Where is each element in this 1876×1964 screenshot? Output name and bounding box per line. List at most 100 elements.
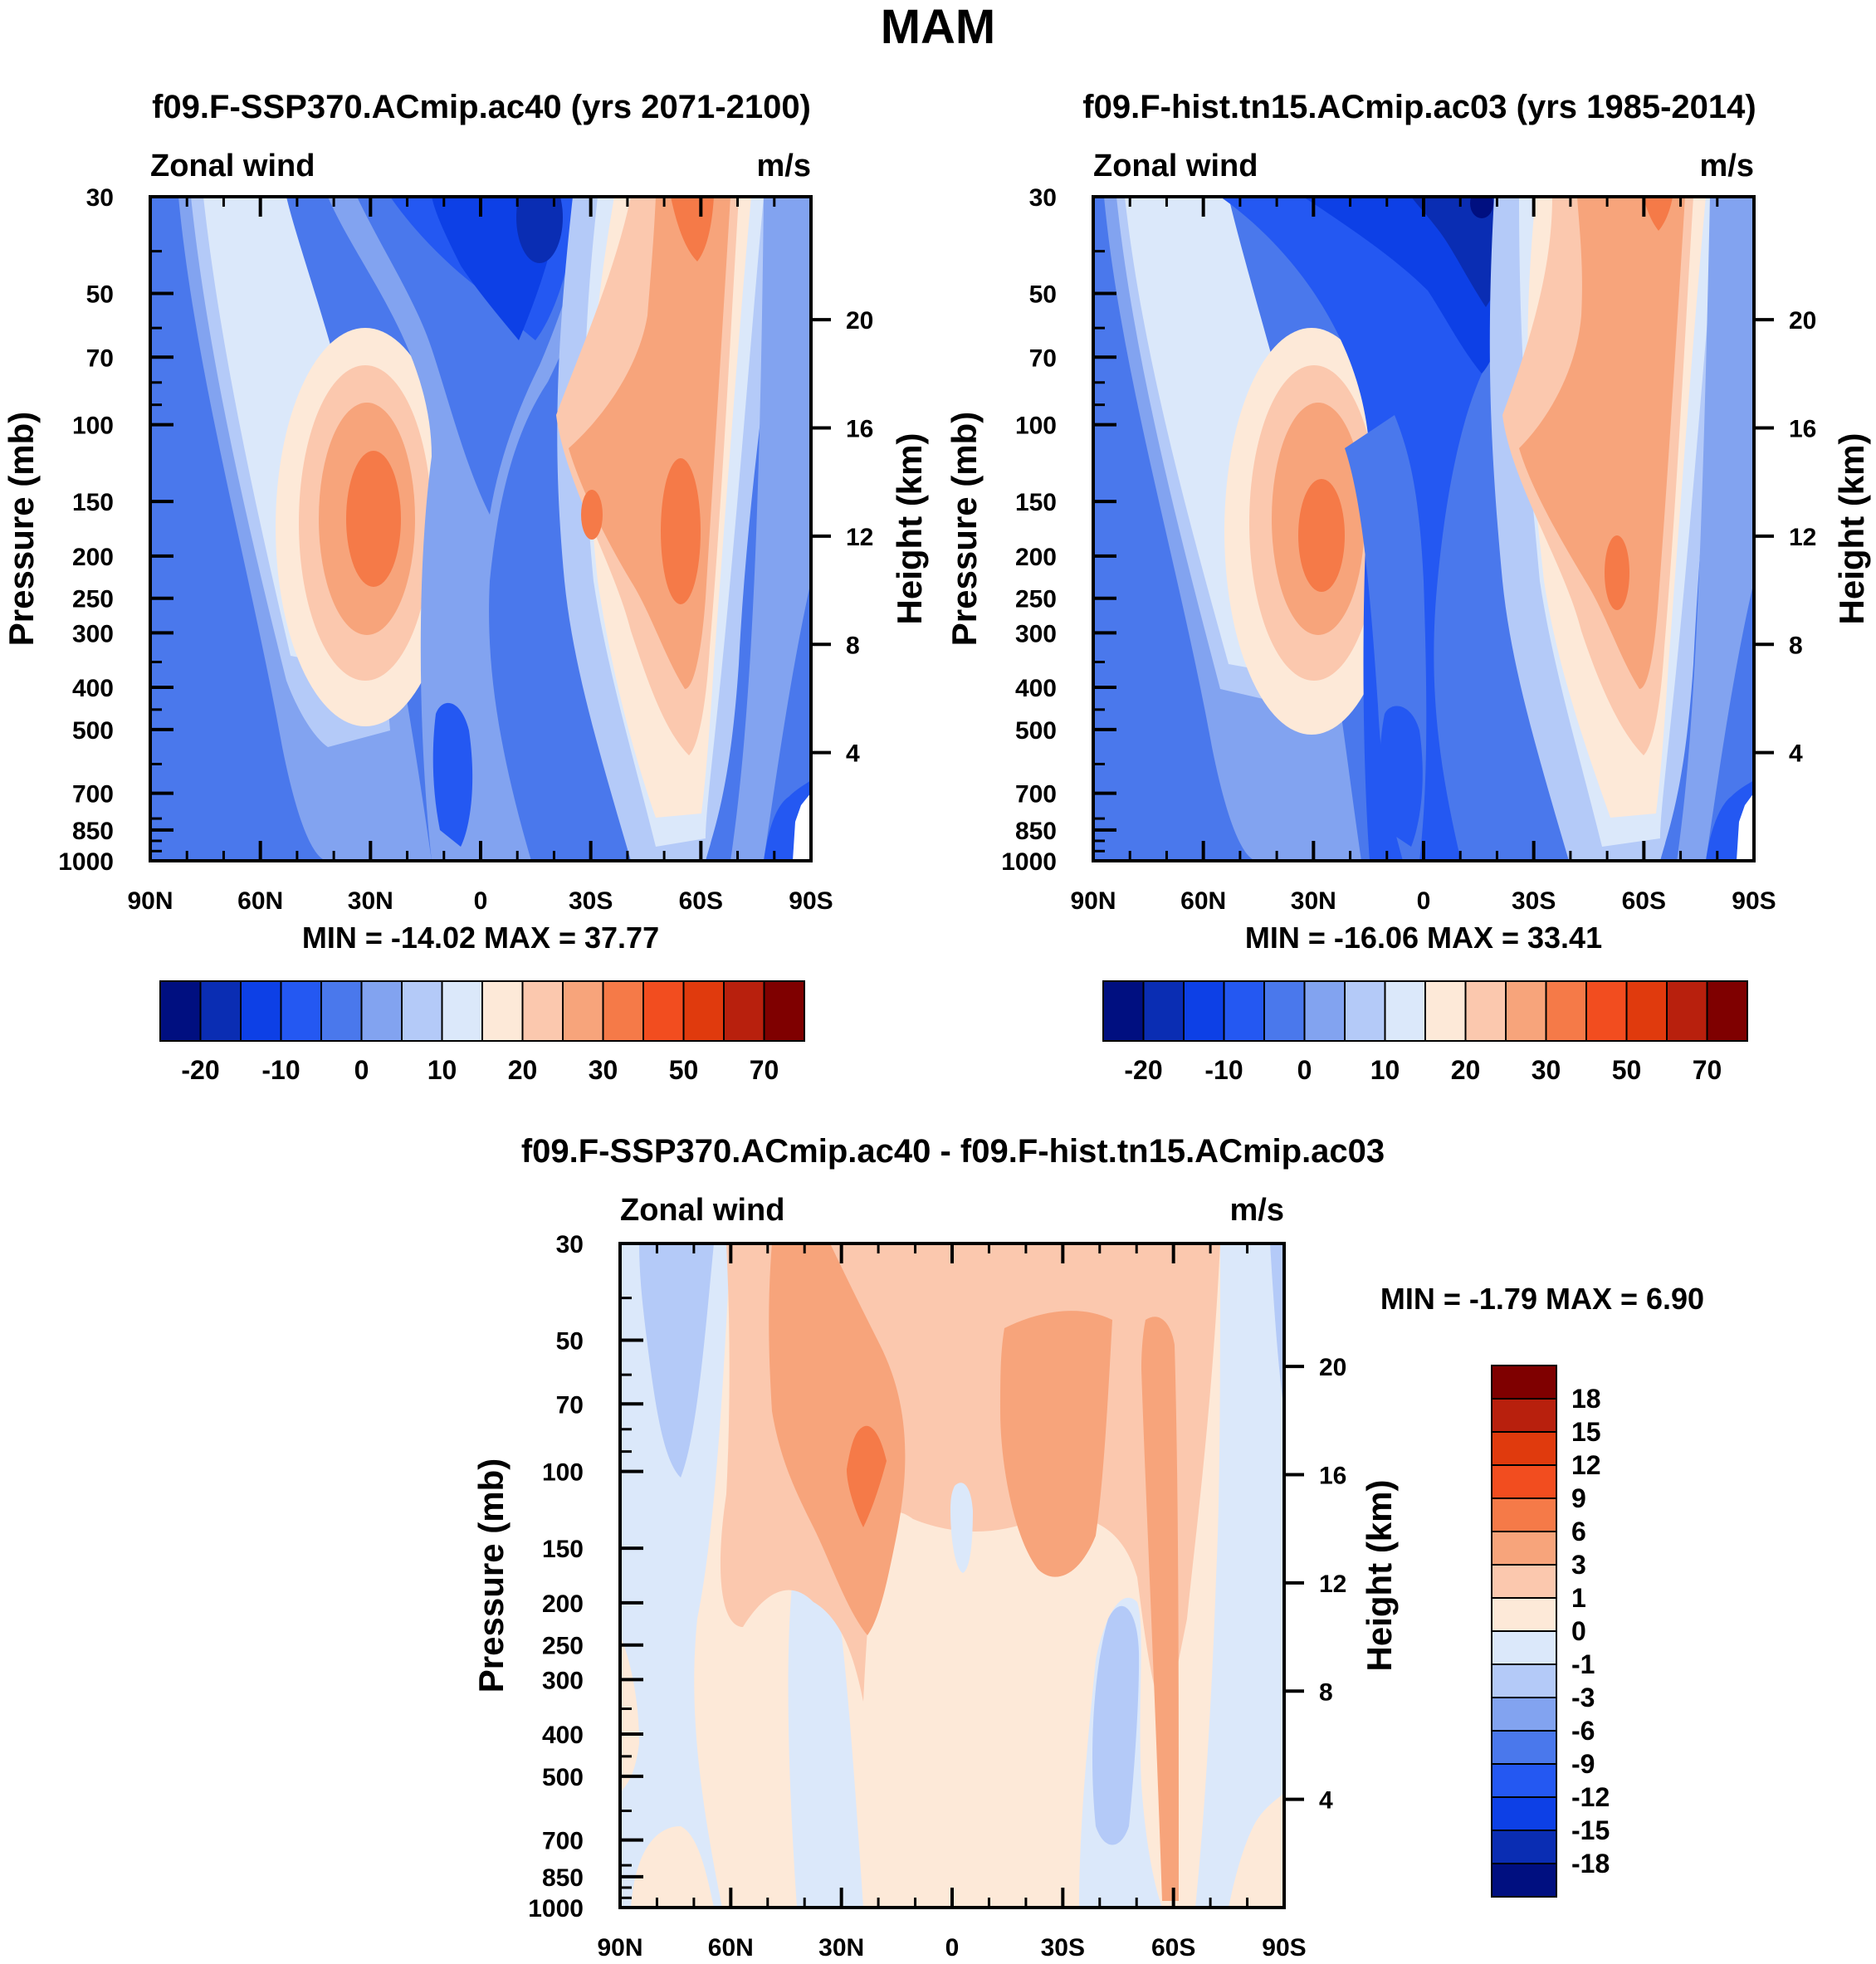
colorbar-label: 1 (1571, 1583, 1586, 1613)
y-axis-ticks: 30 50 70 100 150 200 250 300 400 500 700 850 1000 (528, 1231, 643, 1922)
contour-sh-jet-upper (671, 197, 714, 261)
colorbar-label: 6 (1571, 1517, 1586, 1546)
colorbar-label: 18 (1571, 1384, 1601, 1414)
x-tick-label: 90S (789, 887, 833, 915)
colorbar-label: 0 (354, 1055, 369, 1085)
contour-nh-jet-core (346, 451, 401, 587)
colorbar-label: -18 (1571, 1849, 1610, 1879)
x-tick-label: 60S (679, 887, 723, 915)
y-tick-label: 1000 (528, 1895, 584, 1922)
height-tick-label: 12 (846, 524, 873, 551)
contour-south-pole-increase (1229, 1793, 1284, 1908)
contour-easterly-peak (516, 197, 563, 263)
contour-sh-decrease-strong (1092, 1605, 1140, 1845)
colorbar-label: 10 (1370, 1055, 1400, 1085)
colorbar-label: -15 (1571, 1815, 1610, 1845)
y-tick-label: 200 (542, 1590, 584, 1618)
contour-south-pole-decrease (1195, 1243, 1284, 1908)
height-tick-label: 4 (1319, 1787, 1333, 1815)
x-tick-label: 0 (1417, 887, 1431, 915)
y-tick-label: 100 (72, 413, 114, 440)
colorbar-label: 20 (1451, 1055, 1481, 1085)
height-axis-ticks: 20 16 12 8 4 (1754, 307, 1816, 768)
colorbar-swatch (1223, 980, 1265, 1042)
colorbar-swatch (723, 980, 765, 1042)
y-tick-label: 30 (86, 184, 114, 212)
colorbar-swatch (159, 980, 202, 1042)
height-tick-label: 4 (846, 740, 860, 768)
y-tick-label: 50 (1029, 281, 1057, 309)
x-tick-label: 90N (1070, 887, 1116, 915)
colorbar-swatch (199, 980, 242, 1042)
y-tick-label: 250 (1015, 586, 1057, 613)
y-axis-ticks: 30 50 70 100 150 200 250 300 400 500 700 850 1000 (58, 184, 173, 876)
contour-south-pole-missing (1737, 793, 1754, 861)
contour-south-pole-weak (1677, 197, 1754, 861)
colorbar-swatch (1491, 1863, 1557, 1898)
colorbar-swatch (1263, 980, 1306, 1042)
contour-easterly-peak (1470, 197, 1493, 218)
colorbar-swatch (320, 980, 363, 1042)
colorbar-swatch (280, 980, 322, 1042)
y-tick-label: 1000 (1001, 848, 1057, 876)
figure-title: MAM (881, 0, 996, 54)
contour-south-pole-decrease-strong (1270, 1243, 1284, 1411)
zonal-wind-label: Zonal wind (1093, 149, 1258, 183)
contour-equatorial-decrease (950, 1483, 973, 1573)
y-tick-label: 700 (1015, 781, 1057, 809)
colorbar-swatch (1491, 1597, 1557, 1632)
contour-north-pole-increase (620, 1635, 639, 1793)
colorbar-label: 50 (669, 1055, 699, 1085)
colorbar-swatch (441, 980, 483, 1042)
colorbar-swatch (1102, 980, 1145, 1042)
colorbar-label: -3 (1571, 1683, 1595, 1712)
colorbar-label: -10 (261, 1055, 300, 1085)
y-tick-label: 850 (72, 818, 114, 845)
contour-south-pole-missing (793, 793, 811, 861)
y-tick-label: 250 (72, 586, 114, 613)
colorbar-swatch (1491, 1398, 1557, 1433)
y-tick-label: 300 (542, 1667, 584, 1694)
units-label: m/s (1230, 1193, 1284, 1228)
colorbar-swatch (1491, 1730, 1557, 1765)
contour-lower-easterly (1380, 706, 1423, 847)
y-tick-label: 850 (1015, 818, 1057, 845)
x-tick-label: 30S (569, 887, 613, 915)
contour-field (150, 197, 811, 861)
y-tick-label: 1000 (58, 848, 114, 876)
min-max-stats: MIN = -14.02 MAX = 37.77 (302, 921, 659, 955)
y-axis-label: Pressure (mb) (471, 1458, 511, 1693)
colorbar-label: 20 (508, 1055, 538, 1085)
contour-tropics-decrease (788, 1540, 863, 1908)
y-tick-label: 150 (542, 1536, 584, 1563)
height-tick-label: 4 (1789, 740, 1803, 768)
contour-north-decrease-strong (639, 1243, 714, 1478)
y-axis-ticks: 30 50 70 100 150 200 250 300 400 500 700 850 1000 (1001, 184, 1116, 876)
height-tick-label: 20 (1789, 307, 1816, 335)
y-tick-label: 150 (72, 489, 114, 516)
colorbar-swatch (1625, 980, 1668, 1042)
y-tick-label: 700 (542, 1828, 584, 1855)
contour-upper-increase-3c (1141, 1317, 1179, 1901)
contour-upper-increase-3 (769, 1243, 906, 1635)
colorbar-label: -6 (1571, 1716, 1595, 1746)
y-tick-label: 50 (86, 281, 114, 309)
x-tick-label: 90S (1262, 1934, 1306, 1962)
height-tick-label: 8 (846, 632, 860, 659)
panel-title: f09.F-SSP370.ACmip.ac40 (yrs 2071-2100) (152, 89, 811, 125)
colorbar-label: 70 (750, 1055, 779, 1085)
panel-ssp370: f09.F-SSP370.ACmip.ac40 (yrs 2071-2100) … (2, 89, 929, 1085)
colorbar-label: -9 (1571, 1749, 1595, 1779)
colorbar-swatch (1491, 1564, 1557, 1599)
height-tick-label: 12 (1789, 524, 1816, 551)
x-axis-ticks: 90N 60N 30N 0 30S 60S 90S (1070, 197, 1776, 915)
x-tick-label: 30N (818, 1934, 864, 1962)
x-tick-label: 60S (1622, 887, 1666, 915)
colorbar-label: 3 (1571, 1550, 1586, 1580)
y-tick-label: 70 (1029, 344, 1057, 372)
units-label: m/s (1700, 149, 1754, 183)
x-tick-label: 0 (474, 887, 488, 915)
colorbar-label: -20 (181, 1055, 219, 1085)
